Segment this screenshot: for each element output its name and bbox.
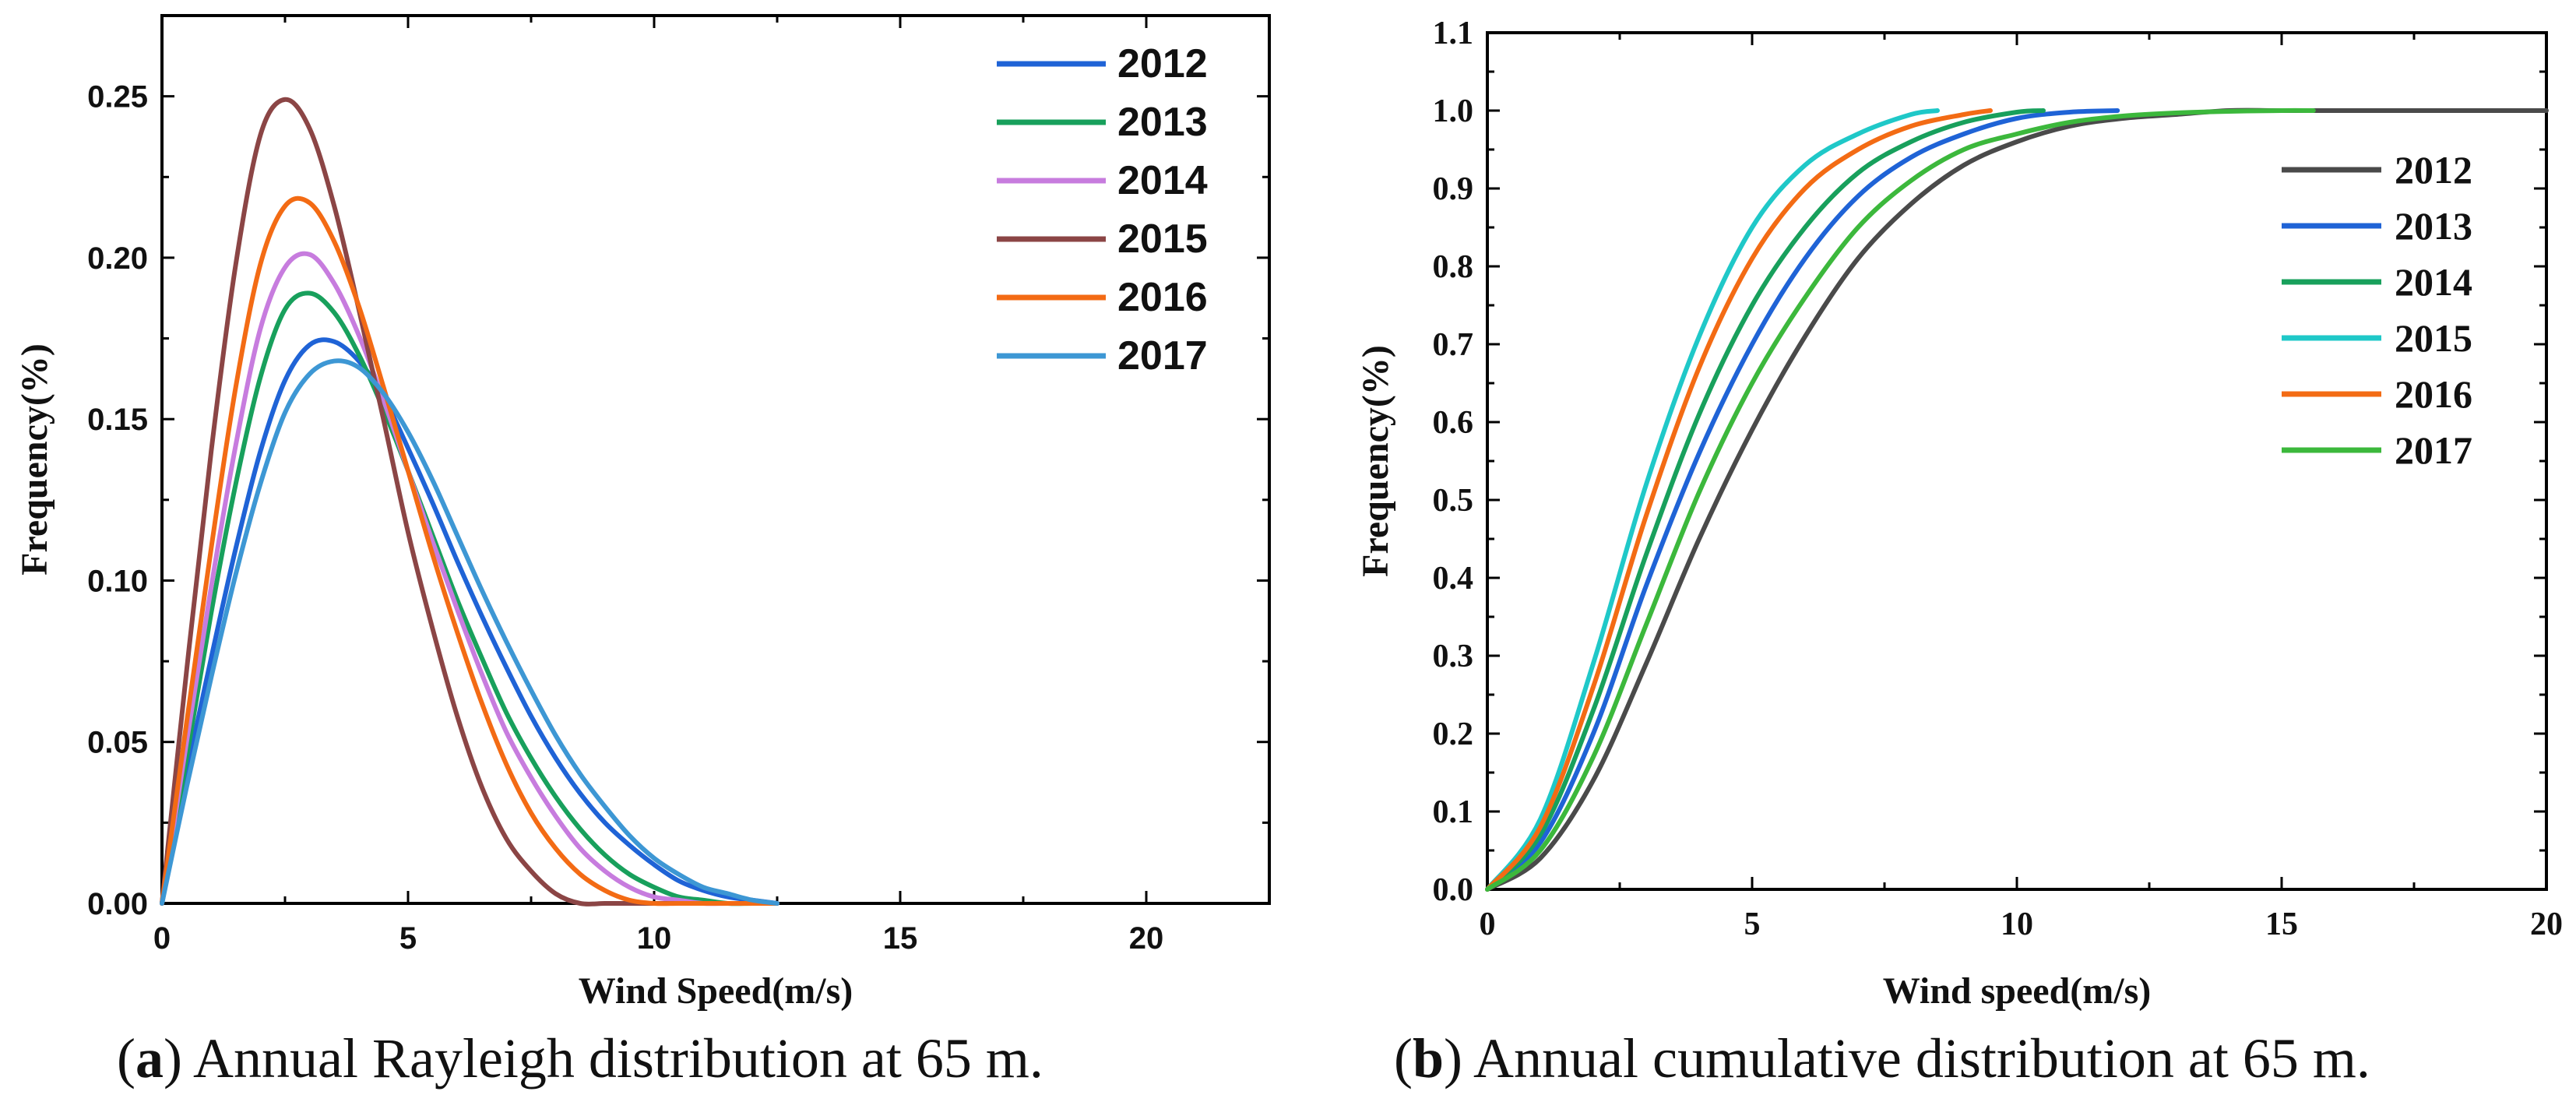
y-tick-label-b: 0.0 [1433,872,1474,908]
y-tick-label-b: 0.8 [1433,249,1474,285]
legend-label-b-2015: 2015 [2395,316,2472,360]
chart-b: 0 5 10 15 20 0.0 0.1 0.2 0.3 0.4 0.5 0.6 0.7 0.8 0.9 1.… [1355,16,2563,1012]
legend-label-b-2012: 2012 [2395,148,2472,192]
y-tick-label-b: 0.9 [1433,171,1474,207]
y-axis-label-a: Frequency(%) [14,343,55,576]
series-line-b-2017 [1485,107,2316,892]
legend-label-a-2012: 2012 [1117,41,1208,86]
chart-a: 0 5 10 15 20 0.00 0.05 0.10 0.15 0.20 0.25 Wind Spe… [14,14,1271,1012]
series-line-a-2013 [160,290,779,907]
caption-b-label: b [1412,1027,1445,1090]
y-tick-label-b: 1.0 [1433,93,1474,129]
legend-label-b-2016: 2016 [2395,372,2472,416]
series-line-a-2016 [160,195,779,907]
y-tick-label-b: 0.5 [1433,483,1474,519]
legend-label-a-2013: 2013 [1117,100,1208,145]
y-tick-label-b: 0.7 [1433,327,1474,363]
legend-label-a-2015: 2015 [1117,217,1208,262]
x-tick-label-b: 0 [1480,907,1496,942]
y-tick-label-a: 0.10 [87,564,148,598]
caption-a-text: Annual Rayleigh distribution at 65 m. [193,1027,1043,1090]
series-line-a-2017 [160,358,779,906]
x-tick-label-a: 15 [883,921,918,956]
series-line-a-2014 [160,251,779,907]
y-tick-label-b: 0.4 [1433,561,1474,597]
caption-b: (b) Annual cumulative distribution at 65… [1394,1027,2370,1090]
y-tick-label-a: 0.05 [87,726,148,760]
series-line-b-2013 [1485,108,2120,892]
series-line-b-2016 [1485,108,1993,892]
y-tick-label-b: 0.6 [1433,405,1474,441]
x-tick-label-b: 5 [1744,907,1761,942]
x-axis-label-b: Wind speed(m/s) [1883,970,2152,1012]
y-axis-label-b: Frequency(%) [1355,345,1396,577]
plot-frame-a [160,14,1271,905]
caption-a: (a) Annual Rayleigh distribution at 65 m… [117,1027,1043,1090]
legend-label-a-2014: 2014 [1117,158,1208,203]
y-tick-label-b: 0.2 [1433,716,1474,752]
y-tick-label-b: 1.1 [1433,16,1474,51]
x-tick-label-b: 20 [2530,907,2563,942]
series-line-b-2012 [1485,107,2549,892]
plot-frame-b [1486,31,2548,891]
caption-b-text: Annual cumulative distribution at 65 m. [1473,1027,2370,1090]
legend-label-b-2014: 2014 [2395,260,2472,304]
y-tick-label-a: 0.15 [87,403,148,437]
legend-label-b-2017: 2017 [2395,428,2472,472]
y-tick-label-a: 0.25 [87,80,148,114]
x-tick-label-a: 20 [1129,921,1164,956]
legend-label-a-2016: 2016 [1117,275,1208,320]
series-line-b-2015 [1485,108,1940,892]
x-tick-label-a: 5 [399,921,417,956]
legend-label-b-2013: 2013 [2395,204,2472,248]
x-tick-label-a: 10 [637,921,672,956]
y-tick-label-b: 0.3 [1433,639,1474,674]
caption-a-label: a [135,1027,164,1090]
y-tick-label-a: 0.00 [87,887,148,921]
x-tick-label-a: 0 [153,921,171,956]
series-line-b-2014 [1485,108,2046,892]
series-line-a-2012 [160,337,779,906]
x-tick-label-b: 10 [2001,907,2033,942]
x-tick-label-b: 15 [2265,907,2298,942]
y-tick-label-b: 0.1 [1433,794,1474,830]
x-axis-label-a: Wind Speed(m/s) [579,970,853,1012]
y-tick-label-a: 0.20 [87,241,148,276]
legend-label-a-2017: 2017 [1117,333,1208,378]
